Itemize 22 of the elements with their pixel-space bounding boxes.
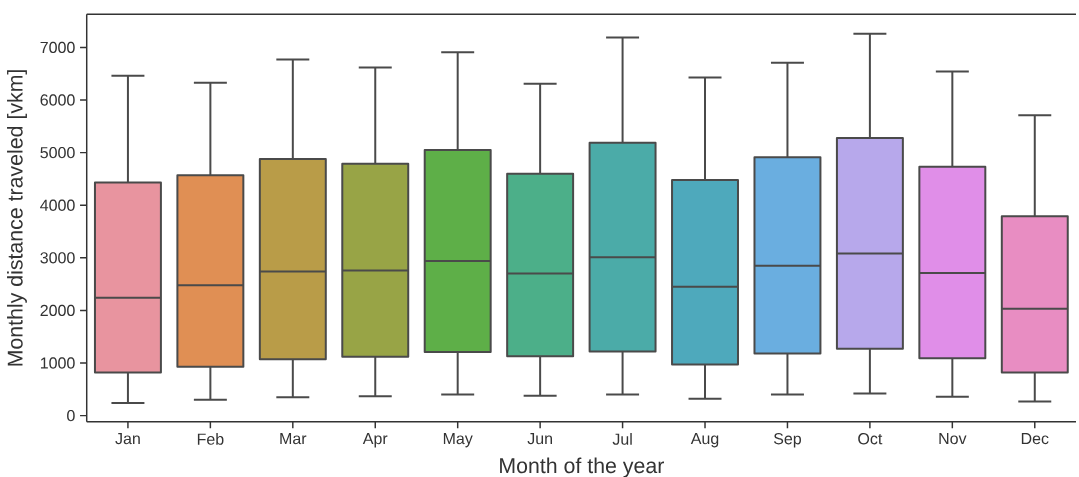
x-tick-label: May [443,433,473,448]
y-tick-label: 6000 [40,94,75,106]
x-tick-label: Feb [197,433,224,445]
x-tick-label: Mar [280,433,307,445]
y-tick-label: 0 [67,409,75,422]
x-tick-label: Aug [690,433,719,448]
x-tick-label: Apr [362,433,388,448]
x-tick-label: Jul [612,433,632,445]
x-tick-label: Oct [858,433,883,445]
y-axis-title: Monthly distance traveled [vkm] [7,70,27,366]
x-axis-title: Month of the year [500,457,664,477]
x-tick-label: Jan [115,433,140,445]
y-tick-label: 4000 [40,199,75,211]
y-tick-label: 1000 [40,357,75,369]
y-tick-label: 3000 [40,252,75,264]
x-tick-label: Jun [527,433,552,445]
y-tick-label: 5000 [40,146,75,159]
y-tick-label: 2000 [40,304,75,317]
x-tick-label: Dec [1021,433,1049,445]
x-tick-label: Nov [939,433,967,445]
y-tick-label: 7000 [40,41,75,54]
x-tick-label: Sep [773,433,802,448]
